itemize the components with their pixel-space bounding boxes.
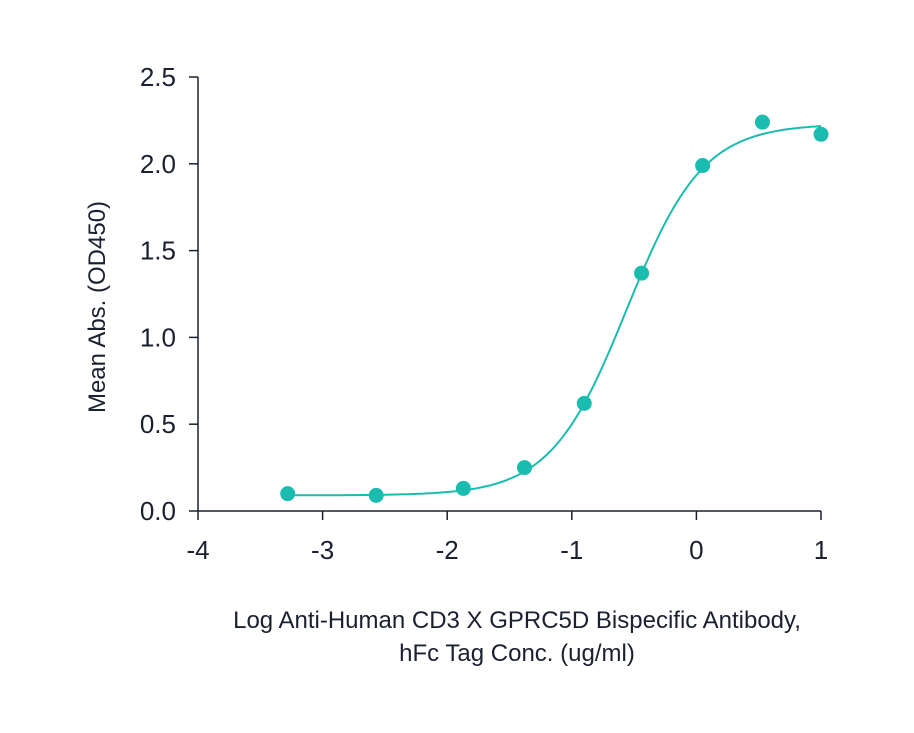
y-tick-label: 1.5 bbox=[140, 236, 176, 266]
y-tick-label: 1.0 bbox=[140, 322, 176, 352]
x-axis-label-line-1: Log Anti-Human CD3 X GPRC5D Bispecific A… bbox=[233, 607, 801, 634]
data-point bbox=[455, 480, 471, 496]
data-point bbox=[576, 395, 592, 411]
data-point bbox=[695, 158, 711, 174]
y-tick-label: 0.0 bbox=[140, 496, 176, 526]
data-point bbox=[516, 460, 532, 476]
x-tick-label: -1 bbox=[560, 535, 583, 565]
x-axis-label-line-2: hFc Tag Conc. (ug/ml) bbox=[399, 640, 635, 667]
data-point bbox=[813, 126, 829, 142]
x-tick-label: -2 bbox=[436, 535, 459, 565]
x-tick-label: -4 bbox=[186, 535, 209, 565]
y-axis-label: Mean Abs. (OD450) bbox=[84, 201, 111, 413]
data-point bbox=[280, 486, 296, 502]
fit-curve bbox=[287, 125, 822, 497]
y-tick-label: 2.5 bbox=[140, 62, 176, 92]
x-tick-label: 1 bbox=[814, 535, 828, 565]
y-tick-label: 0.5 bbox=[140, 409, 176, 439]
data-point bbox=[754, 114, 770, 130]
x-tick-label: -3 bbox=[311, 535, 334, 565]
axes bbox=[197, 77, 821, 512]
data-point bbox=[368, 487, 384, 503]
data-point bbox=[634, 265, 650, 281]
x-tick-label: 0 bbox=[689, 535, 703, 565]
y-tick-label: 2.0 bbox=[140, 149, 176, 179]
